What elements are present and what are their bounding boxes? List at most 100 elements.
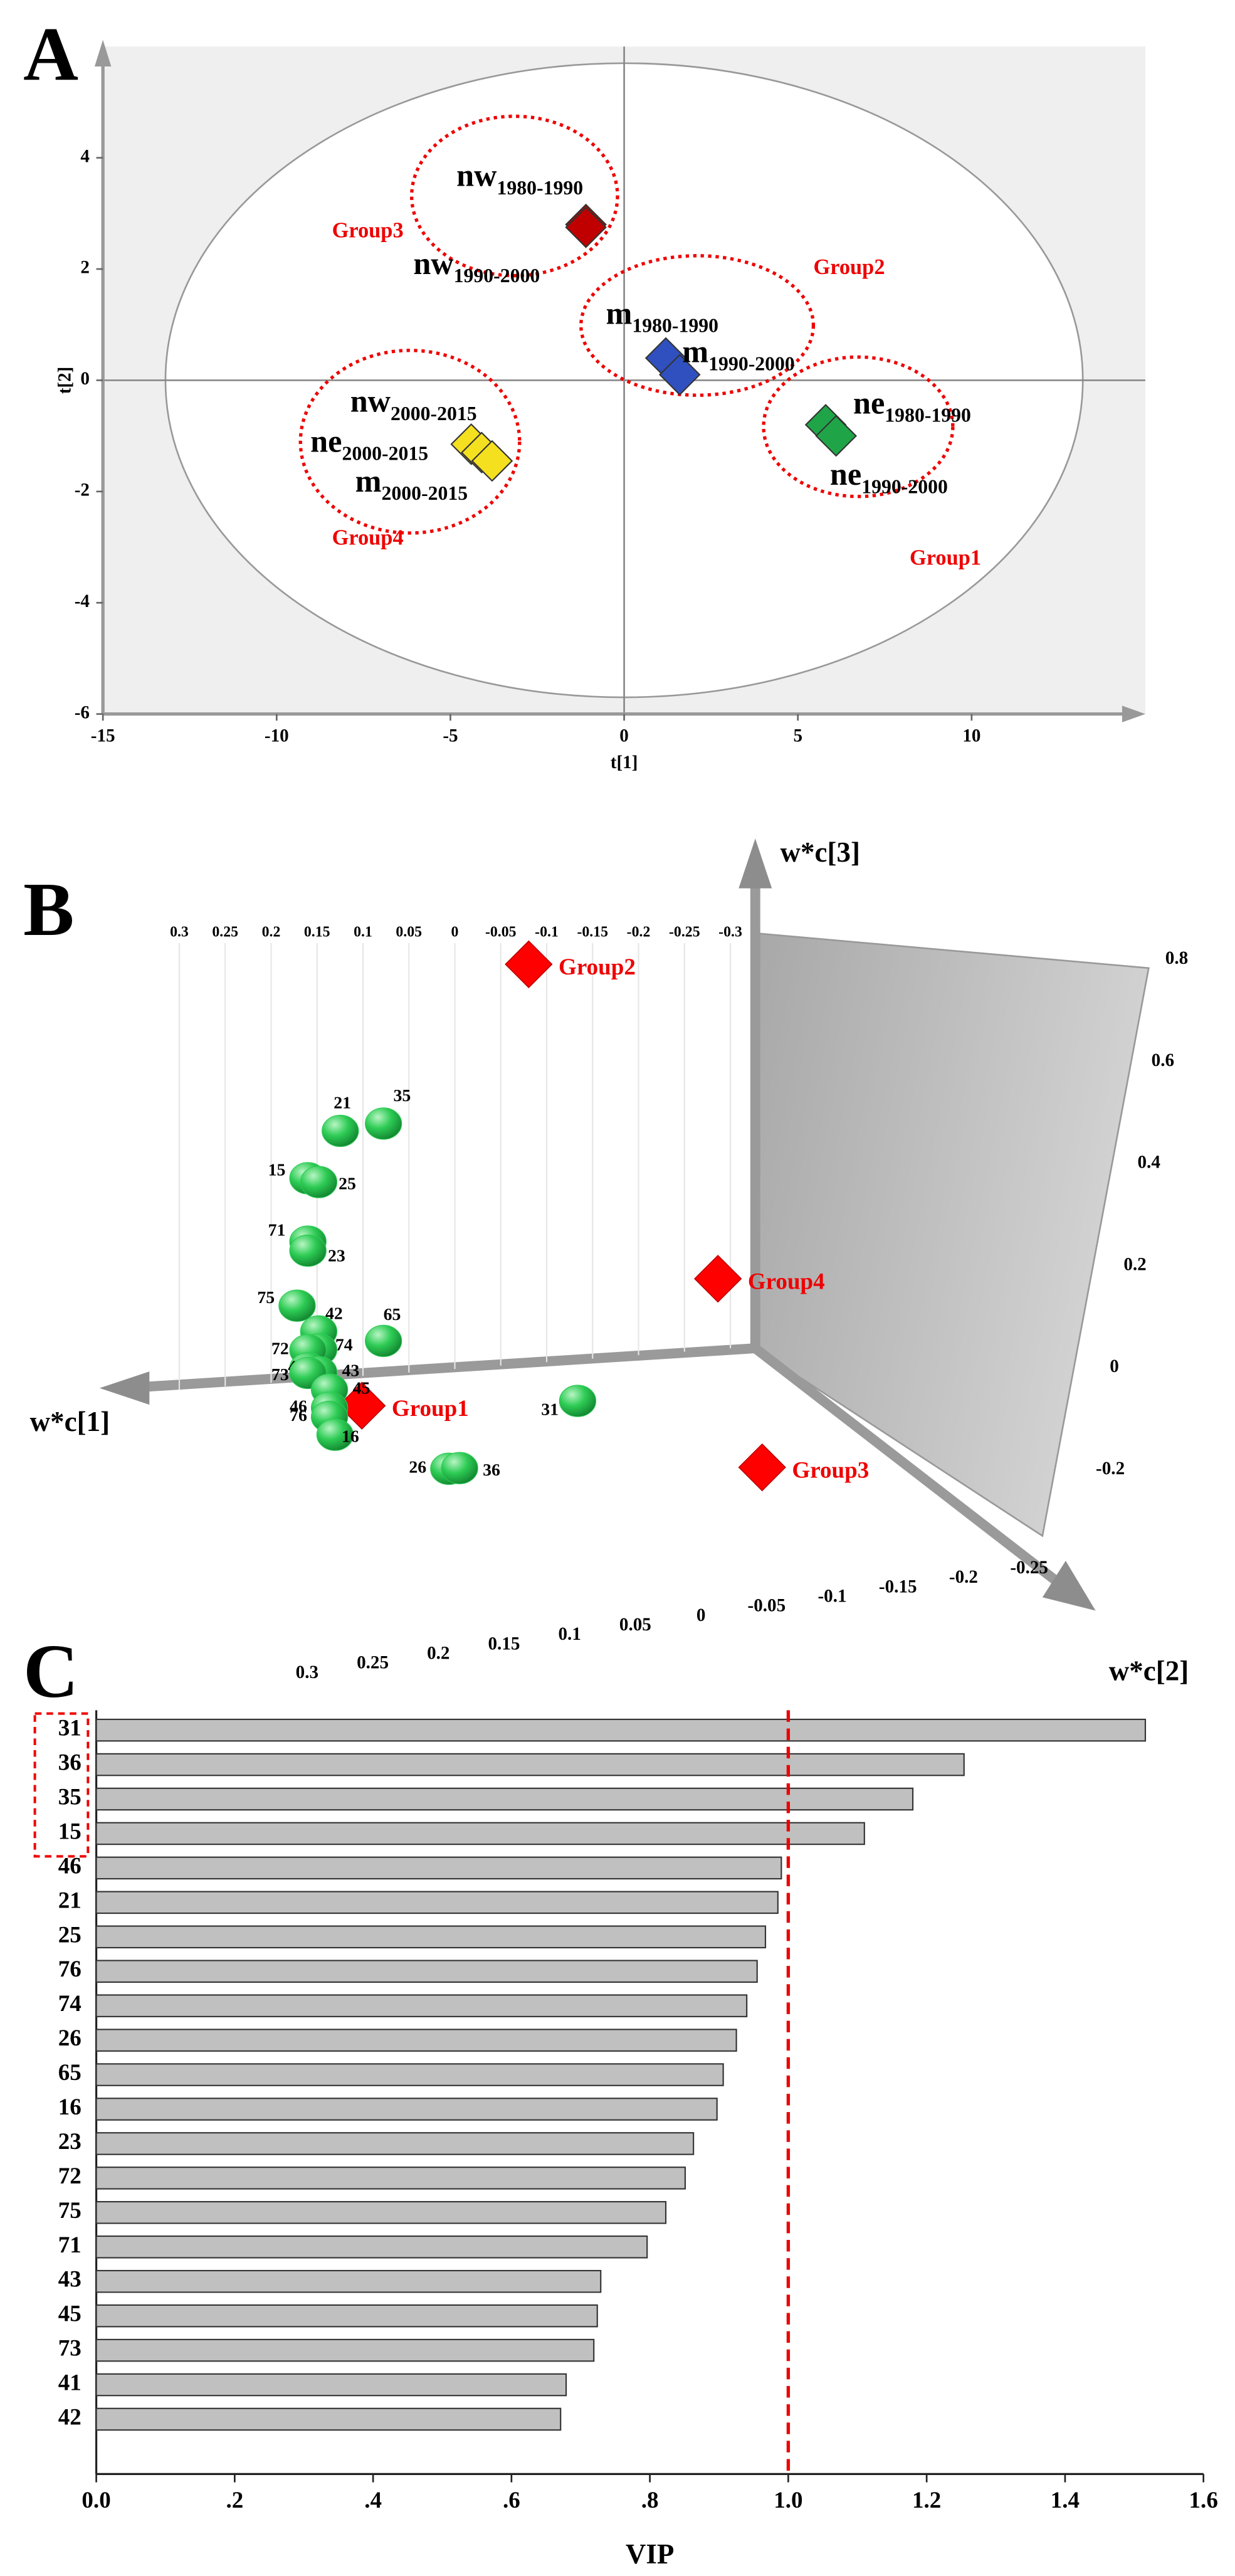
arrow-head	[1122, 705, 1146, 722]
x-tick-label: 1.6	[1189, 2488, 1218, 2513]
x-tick-label: 0.15	[304, 924, 330, 941]
point-label-sub: 1990-2000	[454, 265, 540, 287]
bar	[95, 2269, 602, 2293]
point-label: nw1990-2000	[413, 246, 540, 287]
y-tick-label: 25	[58, 1922, 81, 1948]
x-tick-label: 0.1	[354, 924, 372, 941]
y-tick-label: 75	[58, 2198, 81, 2224]
point-label-sub: 2000-2015	[382, 482, 468, 504]
data-point	[471, 440, 513, 482]
bar	[95, 2063, 724, 2086]
axis-w1	[124, 1343, 756, 1393]
variable-label: 35	[394, 1086, 411, 1106]
variable-label: 15	[268, 1161, 286, 1180]
point-label-sub: 1980-1990	[885, 404, 971, 426]
point-label-sub: 1980-1990	[497, 177, 583, 199]
variable-label: 71	[268, 1221, 286, 1240]
y-tick-label: 76	[58, 1956, 81, 1982]
variable-point	[289, 1234, 327, 1267]
x-tick-label: .4	[364, 2488, 382, 2513]
y-tick-label: 43	[58, 2267, 81, 2293]
variable-label: 76	[290, 1406, 307, 1425]
y-tick-label: 26	[58, 2025, 81, 2051]
x-tick-label: -0.25	[669, 924, 700, 941]
y-tick-label: 0	[80, 369, 90, 389]
x-tick-label: 0.05	[396, 924, 422, 941]
point-label: nw1980-1990	[456, 158, 583, 199]
variable-label: 43	[342, 1361, 359, 1381]
variable-point	[278, 1289, 316, 1322]
group-label: Group3	[792, 1458, 869, 1484]
variable-label: 23	[328, 1246, 345, 1265]
variable-label: 72	[271, 1339, 289, 1359]
bar	[95, 2167, 686, 2190]
panel-letter: C	[23, 1629, 78, 1714]
z-tick-label: 0.8	[1165, 948, 1188, 968]
bar	[95, 2304, 598, 2328]
x-tick-label: 1.4	[1051, 2488, 1080, 2513]
variable-point	[441, 1452, 478, 1484]
x-tick-label: 0.0	[81, 2488, 110, 2513]
arrow-head	[738, 838, 772, 889]
point-label-name: m	[606, 295, 632, 330]
y-tick-label: 74	[58, 1991, 81, 2017]
y-tick-label: -0.2	[949, 1567, 978, 1587]
y-axis-label: t[2]	[55, 367, 75, 394]
x-tick-label: -5	[443, 726, 458, 746]
y-tick-label: 45	[58, 2301, 81, 2327]
x-tick-label: 5	[793, 726, 802, 746]
z-tick-label: 0.2	[1123, 1254, 1146, 1274]
x-tick-label: 10	[962, 726, 980, 746]
bar	[95, 1994, 748, 2017]
x-axis-label: w*c[1]	[30, 1406, 110, 1437]
group-marker	[738, 1443, 786, 1492]
variable-label: 73	[271, 1365, 289, 1385]
y-tick-label: 0	[696, 1605, 706, 1625]
data-point	[565, 206, 607, 248]
y-tick-label: 21	[58, 1887, 81, 1913]
variable-label: 16	[342, 1427, 359, 1447]
group-label: Group3	[332, 219, 404, 243]
x-tick-label: -0.05	[485, 924, 517, 941]
y-tick-label: 16	[58, 2094, 81, 2120]
group-label: Group4	[332, 526, 404, 550]
point-label-sub: 2000-2015	[342, 443, 428, 465]
y-tick-label: 36	[58, 1750, 81, 1776]
variable-point	[559, 1385, 597, 1417]
group-label: Group1	[392, 1396, 469, 1422]
panel-letter: B	[23, 867, 74, 952]
point-label: ne1980-1990	[853, 385, 971, 426]
y-tick-label: 46	[58, 1853, 81, 1879]
data-point	[815, 414, 857, 457]
bar	[95, 1891, 779, 1914]
back-wall	[754, 932, 1150, 1538]
variable-label: 46	[290, 1396, 307, 1416]
y-tick-label: -0.15	[879, 1576, 917, 1597]
bar	[95, 1856, 782, 1880]
point-label: ne2000-2015	[310, 423, 428, 464]
variable-label: 65	[384, 1305, 401, 1324]
point-label: nw2000-2015	[350, 384, 477, 425]
y-tick-label: 0.15	[488, 1634, 520, 1654]
bar	[95, 2373, 567, 2397]
point-label-sub: 1980-1990	[632, 315, 718, 337]
x-tick-label: -15	[91, 726, 115, 746]
arrow-head	[94, 40, 112, 66]
variable-point	[364, 1324, 402, 1358]
bar	[95, 1822, 865, 1845]
z-tick-label: 0	[1110, 1356, 1119, 1376]
variable-point	[300, 1166, 338, 1198]
bar	[95, 1753, 965, 1776]
y-tick-label: 4	[80, 146, 90, 166]
arrow-head	[99, 1371, 150, 1405]
x-axis-label: t[1]	[611, 752, 638, 773]
axis-w2	[752, 1344, 1066, 1590]
x-tick-label: -0.2	[627, 924, 651, 941]
group-label: Group2	[559, 954, 636, 980]
y-tick-label: 42	[58, 2404, 81, 2430]
variable-label: 42	[325, 1304, 343, 1323]
variable-point	[316, 1418, 354, 1451]
y-tick-label: -0.05	[748, 1596, 786, 1616]
y-tick-label: 65	[58, 2060, 81, 2086]
variable-point	[322, 1114, 359, 1148]
